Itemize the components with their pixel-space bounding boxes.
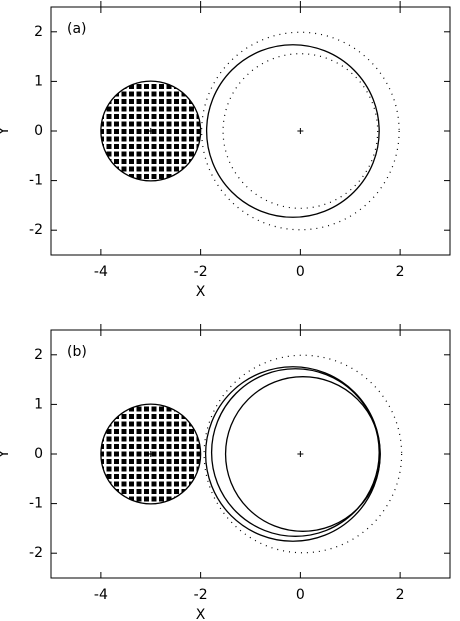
y-tick-label: 0	[34, 446, 43, 462]
center-point	[147, 451, 154, 457]
y-tick-label: -1	[29, 496, 43, 512]
circle	[205, 44, 380, 218]
circle	[210, 368, 380, 537]
panel: -4 -2 0 2 -2 -1 0 1 2 X Y (b)	[0, 324, 451, 621]
x-axis-label: X	[196, 607, 206, 621]
y-tick-label: 0	[34, 123, 43, 139]
y-tick-label: -2	[29, 222, 43, 238]
x-tick-label: 2	[396, 264, 405, 280]
y-axis-label: Y	[0, 126, 12, 136]
panel-label: (a)	[67, 21, 87, 37]
circle	[203, 354, 403, 554]
y-tick-label: 1	[34, 73, 43, 89]
y-tick-label: 2	[34, 24, 43, 40]
y-tick-label: 2	[34, 347, 43, 363]
x-tick-label: -4	[94, 264, 108, 280]
y-tick-label: 1	[34, 396, 43, 412]
x-tick-label: 2	[396, 587, 405, 603]
circle	[201, 31, 400, 231]
x-tick-label: 0	[296, 264, 305, 280]
circle	[222, 53, 379, 209]
y-axis-label: Y	[0, 449, 12, 459]
x-tick-label: 0	[296, 587, 305, 603]
x-tick-label: -2	[194, 264, 208, 280]
center-point	[297, 128, 304, 134]
x-tick-label: -4	[94, 587, 108, 603]
circle	[224, 376, 381, 532]
panel-label: (b)	[67, 344, 87, 360]
panel: -4 -2 0 2 -2 -1 0 1 2 X Y (a)	[0, 1, 451, 300]
x-axis-label: X	[196, 284, 206, 300]
y-tick-label: -1	[29, 173, 43, 189]
x-tick-label: -2	[194, 587, 208, 603]
center-point	[297, 451, 304, 457]
y-tick-label: -2	[29, 545, 43, 561]
center-point	[147, 128, 154, 134]
